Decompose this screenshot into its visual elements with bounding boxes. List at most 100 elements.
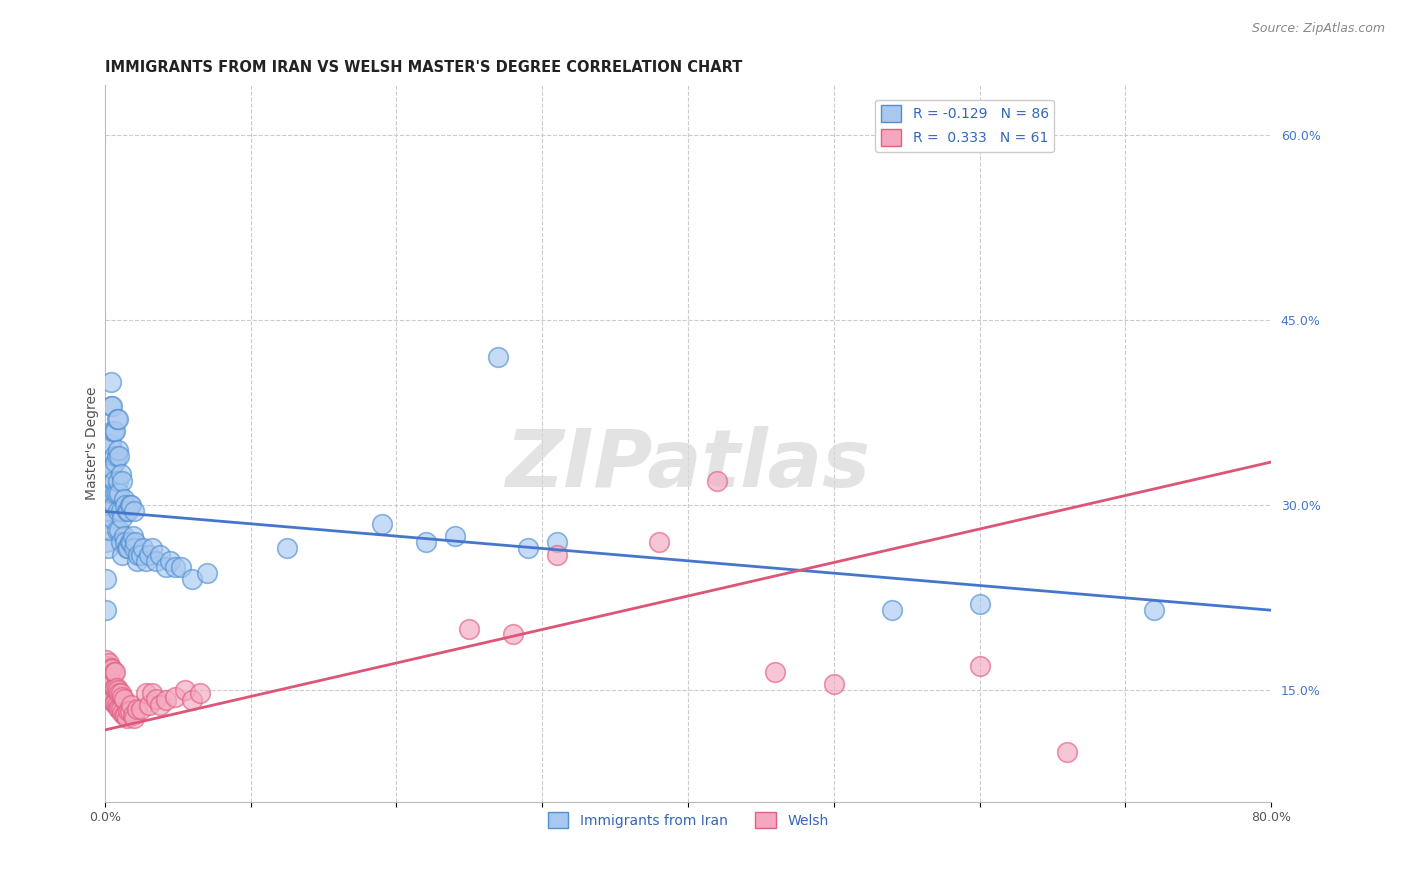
- Point: [100, 486, 122, 500]
- Point: [181, 572, 204, 586]
- Point: [101, 400, 124, 414]
- Point: [129, 702, 152, 716]
- Point: [132, 541, 155, 556]
- Point: [103, 696, 125, 710]
- Point: [125, 702, 148, 716]
- Point: [104, 665, 127, 679]
- Point: [546, 535, 568, 549]
- Point: [96, 683, 118, 698]
- Point: [181, 693, 204, 707]
- Point: [138, 698, 160, 713]
- Point: [111, 706, 134, 720]
- Point: [276, 541, 298, 556]
- Point: [105, 449, 128, 463]
- Point: [114, 498, 136, 512]
- Point: [103, 424, 125, 438]
- Point: [138, 548, 160, 562]
- Point: [101, 486, 124, 500]
- Point: [98, 436, 121, 450]
- Point: [100, 674, 122, 689]
- Point: [108, 702, 131, 716]
- Point: [97, 504, 120, 518]
- Point: [98, 498, 121, 512]
- Point: [111, 474, 134, 488]
- Point: [371, 516, 394, 531]
- Point: [103, 681, 125, 695]
- Point: [155, 560, 177, 574]
- Point: [111, 510, 134, 524]
- Point: [103, 449, 125, 463]
- Point: [127, 548, 149, 562]
- Point: [122, 504, 145, 518]
- Point: [120, 498, 142, 512]
- Point: [98, 474, 121, 488]
- Point: [129, 548, 152, 562]
- Point: [100, 461, 122, 475]
- Point: [104, 696, 127, 710]
- Point: [107, 442, 129, 457]
- Point: [111, 690, 134, 704]
- Point: [103, 498, 125, 512]
- Point: [115, 504, 138, 518]
- Point: [1056, 745, 1078, 759]
- Point: [104, 455, 127, 469]
- Point: [110, 535, 132, 549]
- Point: [188, 686, 211, 700]
- Point: [169, 560, 191, 574]
- Point: [124, 535, 146, 549]
- Point: [112, 692, 135, 706]
- Point: [103, 474, 125, 488]
- Point: [100, 661, 122, 675]
- Point: [174, 683, 197, 698]
- Point: [98, 686, 121, 700]
- Point: [880, 603, 903, 617]
- Point: [105, 412, 128, 426]
- Point: [108, 686, 131, 700]
- Point: [114, 708, 136, 723]
- Point: [121, 708, 143, 723]
- Point: [97, 673, 120, 688]
- Point: [110, 504, 132, 518]
- Point: [98, 657, 121, 671]
- Point: [96, 572, 118, 586]
- Point: [107, 700, 129, 714]
- Point: [101, 693, 124, 707]
- Point: [163, 560, 186, 574]
- Point: [107, 474, 129, 488]
- Point: [135, 554, 157, 568]
- Point: [1143, 603, 1166, 617]
- Point: [105, 681, 128, 695]
- Point: [98, 671, 121, 685]
- Point: [97, 474, 120, 488]
- Point: [97, 658, 120, 673]
- Point: [107, 683, 129, 698]
- Point: [100, 690, 122, 704]
- Point: [488, 350, 510, 364]
- Point: [118, 705, 141, 719]
- Point: [120, 698, 142, 713]
- Point: [458, 622, 481, 636]
- Point: [969, 658, 991, 673]
- Point: [112, 708, 135, 723]
- Point: [118, 498, 141, 512]
- Point: [159, 554, 181, 568]
- Point: [110, 702, 132, 716]
- Point: [115, 541, 138, 556]
- Point: [145, 554, 167, 568]
- Text: ZIPatlas: ZIPatlas: [506, 426, 870, 504]
- Point: [502, 626, 524, 640]
- Point: [107, 504, 129, 518]
- Point: [195, 566, 218, 581]
- Point: [135, 686, 157, 700]
- Point: [100, 400, 122, 414]
- Point: [96, 535, 118, 549]
- Point: [103, 665, 125, 679]
- Point: [110, 686, 132, 700]
- Point: [120, 535, 142, 549]
- Point: [105, 698, 128, 713]
- Legend: Immigrants from Iran, Welsh: Immigrants from Iran, Welsh: [543, 806, 834, 834]
- Point: [105, 523, 128, 537]
- Point: [96, 671, 118, 685]
- Point: [101, 677, 124, 691]
- Point: [765, 665, 787, 679]
